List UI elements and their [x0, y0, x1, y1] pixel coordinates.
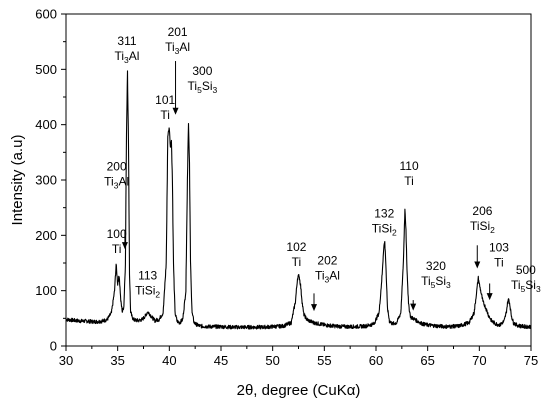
peak-arrow-head	[172, 107, 179, 115]
x-tick-label: 70	[472, 353, 486, 368]
x-tick-label: 65	[420, 353, 434, 368]
x-tick-label: 35	[110, 353, 124, 368]
peak-phase-label: Ti	[160, 108, 170, 122]
peak-phase-label: TiSi2	[135, 284, 160, 300]
x-tick-label: 50	[265, 353, 279, 368]
peak-index-label: 201	[168, 25, 188, 39]
peak-phase-label: Ti5Si3	[511, 278, 541, 294]
peak-index-label: 110	[399, 159, 418, 173]
x-tick-label: 40	[162, 353, 176, 368]
peak-arrow-head	[311, 304, 317, 312]
peak-index-label: 113	[138, 269, 157, 283]
peak-phase-label: Ti3Al	[315, 269, 340, 285]
x-axis-title: 2θ, degree (CuKα)	[237, 382, 361, 399]
xrd-pattern-line	[65, 70, 532, 330]
x-tick-label: 75	[524, 353, 538, 368]
peak-phase-label: Ti	[292, 255, 302, 269]
peak-index-label: 311	[117, 34, 136, 48]
peak-index-label: 132	[374, 207, 394, 221]
y-tick-label: 500	[35, 62, 57, 77]
y-tick-label: 400	[35, 117, 57, 132]
peak-phase-label: Ti3Al	[114, 49, 139, 65]
peak-index-label: 202	[317, 254, 337, 268]
peak-arrow-head	[121, 242, 128, 250]
y-axis-title: Intensity (a.u)	[9, 135, 26, 226]
peak-index-label: 100	[107, 227, 127, 241]
peak-index-label: 200	[107, 160, 127, 174]
peak-phase-label: Ti	[112, 242, 122, 256]
peak-phase-label: TiSi2	[470, 219, 495, 235]
axis-ticks	[61, 13, 532, 351]
peak-index-label: 500	[516, 263, 536, 277]
peak-phase-label: Ti5Si3	[188, 79, 218, 95]
peak-index-label: 300	[192, 64, 212, 78]
peak-annotations: 100Ti200Ti3Al311Ti3Al113TiSi2101Ti201Ti3…	[104, 25, 541, 299]
peak-phase-label: Ti3Al	[104, 175, 129, 191]
peak-phase-label: Ti5Si3	[421, 274, 451, 290]
peak-phase-label: Ti	[494, 255, 504, 269]
peak-index-label: 206	[472, 204, 492, 218]
y-tick-label: 300	[35, 173, 57, 188]
x-tick-label: 45	[214, 353, 228, 368]
peak-phase-label: Ti3Al	[165, 40, 190, 56]
peak-phase-label: TiSi2	[372, 222, 397, 238]
peak-arrows	[121, 61, 493, 312]
y-tick-label: 200	[35, 228, 57, 243]
peak-arrow-head	[474, 261, 481, 269]
peak-index-label: 101	[155, 93, 175, 107]
peak-phase-label: Ti	[404, 174, 414, 188]
peak-index-label: 103	[489, 240, 509, 254]
peak-index-label: 320	[426, 259, 446, 273]
peak-arrow-head	[486, 293, 493, 301]
x-tick-label: 60	[369, 353, 383, 368]
peak-index-label: 102	[286, 240, 306, 254]
x-tick-label: 30	[59, 353, 73, 368]
y-tick-label: 600	[35, 7, 57, 22]
x-tick-label: 55	[317, 353, 331, 368]
axis-tick-labels: 30 35 40 45 50 55 60 65 70 75 0 100 200 300 400 500 600	[35, 7, 538, 369]
y-tick-label: 100	[35, 283, 57, 298]
peak-arrow-head	[410, 303, 417, 311]
y-tick-label: 0	[50, 339, 57, 354]
